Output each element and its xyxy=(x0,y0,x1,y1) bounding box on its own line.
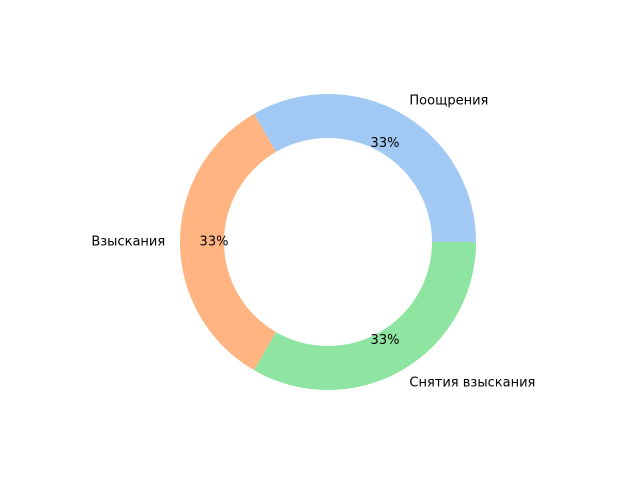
category-label-3: Снятия взыскания xyxy=(409,375,535,390)
donut-slice-3 xyxy=(254,242,476,390)
category-label-1: Поощрения xyxy=(409,94,488,109)
donut-labels: Поощрения 33% Взыскания 33% Снятия взыскания… xyxy=(91,94,535,391)
percent-label-1: 33% xyxy=(371,136,400,151)
percent-label-3: 33% xyxy=(371,333,400,348)
donut-slice-2 xyxy=(179,113,276,371)
category-label-2: Взыскания xyxy=(91,235,165,250)
donut-slice-1 xyxy=(254,93,476,242)
donut-slices xyxy=(179,93,476,390)
percent-label-2: 33% xyxy=(200,235,229,250)
